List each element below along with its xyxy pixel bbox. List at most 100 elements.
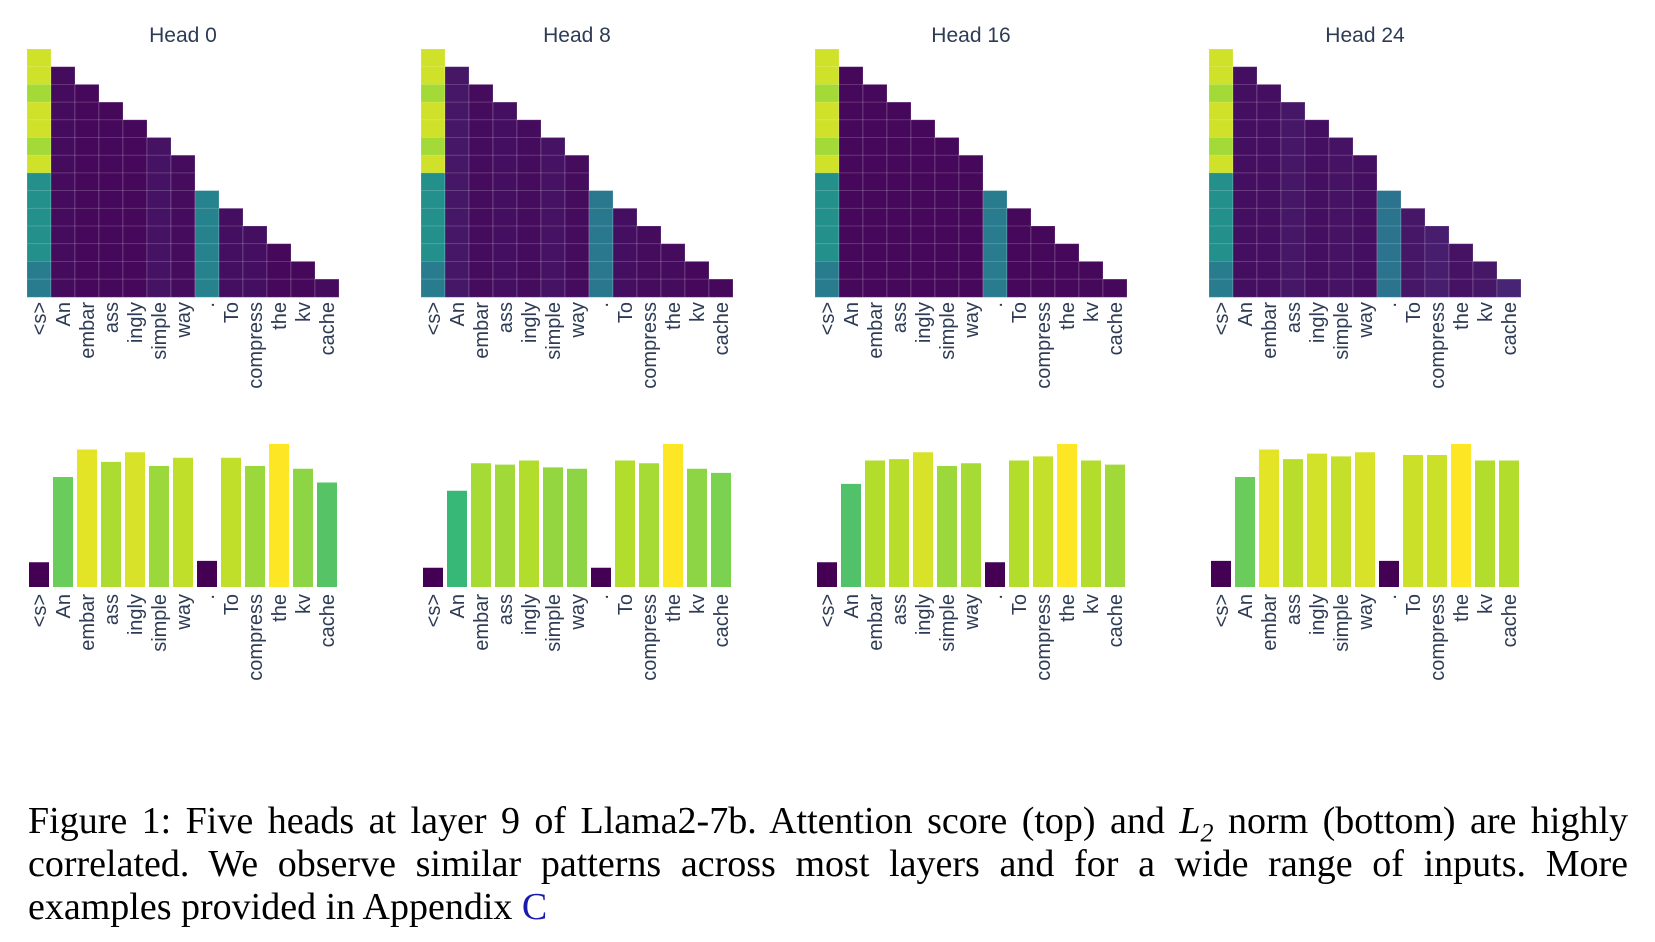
heatmap-cell (98, 260, 124, 280)
heatmap-cell (540, 278, 566, 298)
heatmap-cell (814, 119, 840, 139)
heatmap-cell (468, 225, 494, 245)
heatmap-cell (1208, 84, 1234, 104)
norm-bar (269, 444, 289, 587)
heatmap-cell (1328, 225, 1354, 245)
heatmap-tick-label: ingly (1307, 302, 1329, 343)
heatmap-cell (444, 119, 470, 139)
norm-bar (817, 562, 837, 587)
norm-bar (865, 460, 885, 587)
heatmap-cell (862, 243, 888, 263)
bar-tick-label: cache (1499, 594, 1521, 647)
heatmap-cell (420, 225, 446, 245)
heatmap-tick-label: ingly (125, 302, 147, 343)
heatmap-cell (1328, 154, 1354, 174)
heatmap-cell (1208, 66, 1234, 86)
heatmap-cell (74, 278, 100, 298)
heatmap-cell (420, 101, 446, 121)
heatmap-cell (886, 172, 912, 192)
heatmap-cell (1328, 278, 1354, 298)
heatmap-cell (862, 137, 888, 157)
heatmap-cell (146, 207, 172, 227)
heatmap-tick-label: the (269, 302, 291, 330)
bar-tick-label: cache (711, 594, 733, 647)
heatmap-cell (838, 154, 864, 174)
heatmap-cell (934, 154, 960, 174)
bar-tick-label: ingly (1307, 594, 1329, 635)
heatmap-cell (1352, 190, 1378, 210)
heatmap-cell (1304, 137, 1330, 157)
heatmap-cell (540, 260, 566, 280)
heatmap-cell (492, 119, 518, 139)
heatmap-cell (636, 278, 662, 298)
heatmap-cell (1006, 278, 1032, 298)
heatmap-cell (684, 260, 710, 280)
heatmap-cell (26, 154, 52, 174)
heatmap-cell (98, 207, 124, 227)
heatmap-tick-label: <s> (1211, 302, 1233, 335)
appendix-link[interactable]: C (521, 886, 548, 928)
heatmap-cell (314, 278, 340, 298)
bar-tick-label: <s> (423, 594, 445, 627)
heatmap-cell (290, 278, 316, 298)
heatmap-cell (1208, 243, 1234, 263)
heatmap-cell (862, 84, 888, 104)
norm-bar (663, 444, 683, 587)
heatmap-cell (838, 84, 864, 104)
heatmap-cell (242, 243, 268, 263)
heatmap-cell (98, 243, 124, 263)
norm-bar (1451, 444, 1471, 587)
heatmap-cell (26, 48, 52, 68)
heatmap-cell (636, 243, 662, 263)
heatmap-cell (588, 260, 614, 280)
heatmap-cell (98, 225, 124, 245)
norm-bar (543, 467, 563, 587)
heatmap-cell (1472, 278, 1498, 298)
heatmap-cell (1304, 278, 1330, 298)
heatmap-cell (814, 172, 840, 192)
bar-tick-label: To (1009, 594, 1031, 615)
norm-bar (567, 468, 587, 587)
heatmap-cell (194, 278, 220, 298)
heatmap-cell (50, 243, 76, 263)
heatmap-cell (1232, 119, 1258, 139)
heatmap-cell (468, 84, 494, 104)
heatmap-cell (862, 207, 888, 227)
heatmap-cell (1280, 101, 1306, 121)
heatmap-tick-label: way (567, 302, 589, 339)
heatmap-cell (50, 154, 76, 174)
heatmap-cell (1352, 260, 1378, 280)
heatmap-cell (564, 260, 590, 280)
heatmap-cell (1280, 172, 1306, 192)
heatmap-cell (74, 190, 100, 210)
bar-tick-label: ass (495, 594, 517, 625)
heatmap-cell (146, 225, 172, 245)
bar-tick-label: way (173, 594, 195, 631)
heatmap-cell (444, 101, 470, 121)
heatmap-cell (934, 225, 960, 245)
heatmap-cell (170, 260, 196, 280)
bar-tick-label: An (447, 594, 469, 618)
heatmap-cell (170, 278, 196, 298)
heatmap-cell (1328, 190, 1354, 210)
heatmap-cell (266, 243, 292, 263)
heatmap-cell (1448, 260, 1474, 280)
heatmap-cell (910, 172, 936, 192)
bar-tick-label: simple (937, 594, 959, 652)
heatmap-cell (218, 225, 244, 245)
heatmap-cell (958, 207, 984, 227)
l2-subscript: 2 (1200, 818, 1214, 848)
heatmap-tick-label: . (197, 302, 219, 308)
heatmap-cell (26, 172, 52, 192)
heatmap-cell (26, 84, 52, 104)
heatmap-cell (1208, 278, 1234, 298)
heatmap-cell (444, 260, 470, 280)
heatmap-cell (266, 278, 292, 298)
heatmap-cell (170, 190, 196, 210)
heatmap-cell (1304, 260, 1330, 280)
heatmap-cell (636, 225, 662, 245)
heatmap-tick-label: To (615, 302, 637, 323)
norm-bar (221, 457, 241, 587)
heatmap-cell (194, 260, 220, 280)
norm-bar (1033, 456, 1053, 587)
